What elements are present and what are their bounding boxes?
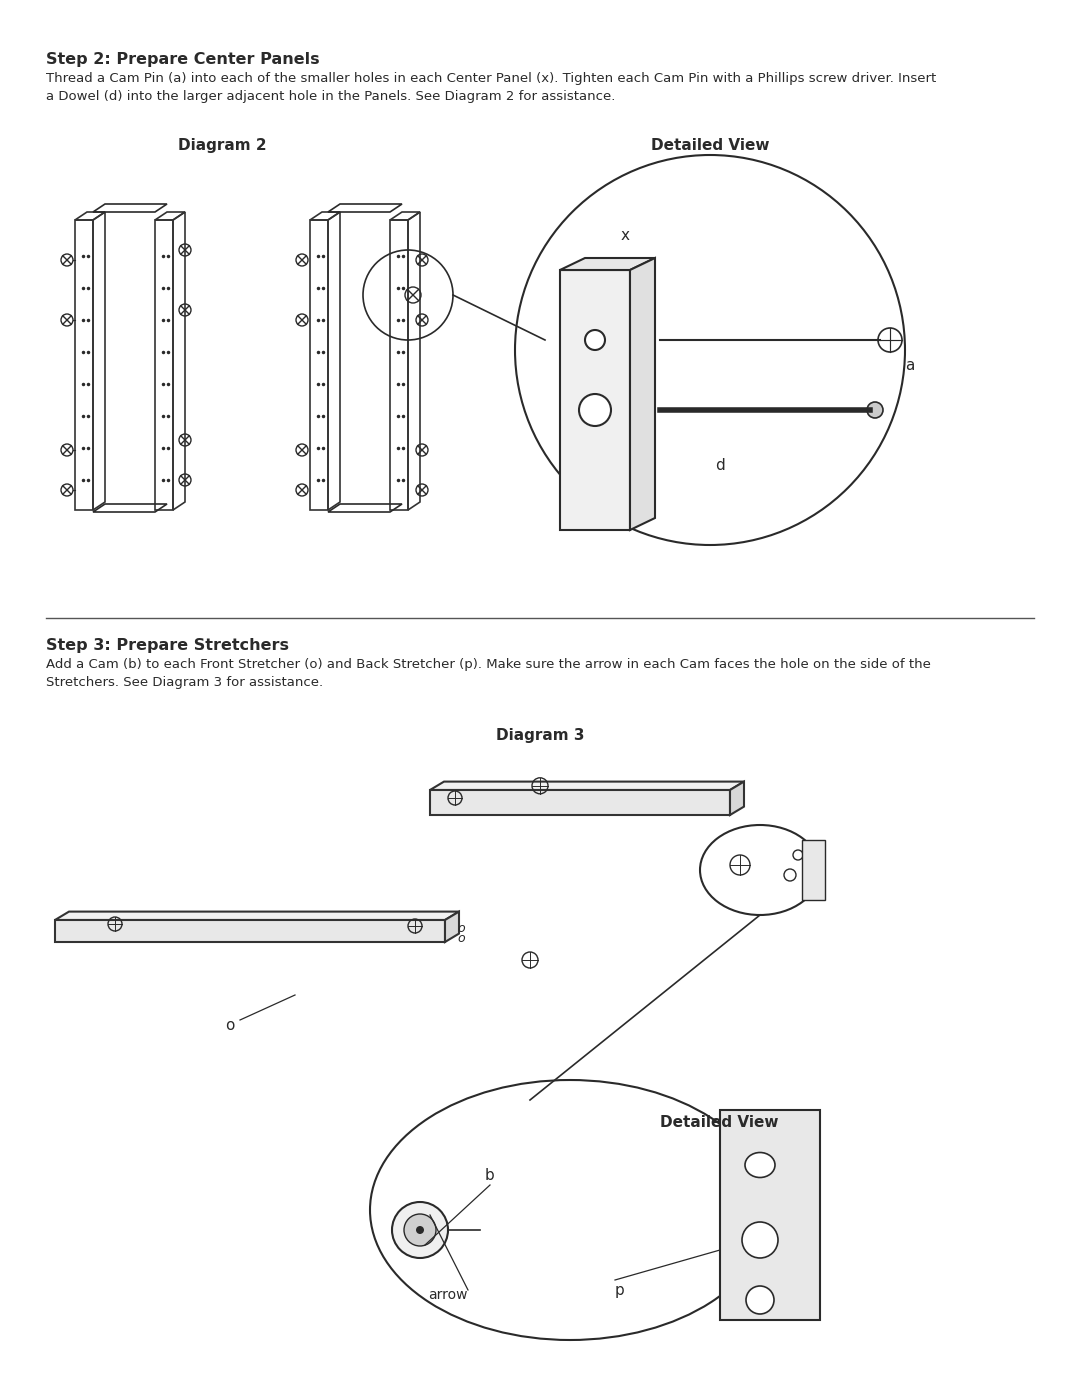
Text: Diagram 3: Diagram 3 xyxy=(496,728,584,743)
Circle shape xyxy=(867,402,883,418)
Polygon shape xyxy=(730,781,744,814)
Text: Add a Cam (b) to each Front Stretcher (o) and Back Stretcher (p). Make sure the : Add a Cam (b) to each Front Stretcher (o… xyxy=(46,658,931,689)
Polygon shape xyxy=(802,840,825,900)
Circle shape xyxy=(585,330,605,351)
Text: Diagram 2: Diagram 2 xyxy=(178,138,267,154)
Circle shape xyxy=(742,1222,778,1259)
Text: p: p xyxy=(616,1282,625,1298)
Circle shape xyxy=(404,1214,436,1246)
Text: Thread a Cam Pin (a) into each of the smaller holes in each Center Panel (x). Ti: Thread a Cam Pin (a) into each of the sm… xyxy=(46,73,936,103)
Text: o: o xyxy=(226,1017,234,1032)
Polygon shape xyxy=(445,912,459,942)
Circle shape xyxy=(392,1201,448,1259)
Polygon shape xyxy=(561,270,630,529)
Text: Step 2: Prepare Center Panels: Step 2: Prepare Center Panels xyxy=(46,52,320,67)
Text: arrow: arrow xyxy=(429,1288,468,1302)
Text: Detailed View: Detailed View xyxy=(651,138,769,154)
Ellipse shape xyxy=(745,1153,775,1178)
Polygon shape xyxy=(630,258,654,529)
Text: a: a xyxy=(905,358,915,373)
Circle shape xyxy=(416,1227,424,1234)
Circle shape xyxy=(784,869,796,882)
Text: x: x xyxy=(621,228,630,243)
Polygon shape xyxy=(55,921,445,942)
Circle shape xyxy=(793,849,804,861)
Polygon shape xyxy=(430,789,730,814)
Circle shape xyxy=(579,394,611,426)
Polygon shape xyxy=(430,781,744,789)
Polygon shape xyxy=(561,258,654,270)
Text: Step 3: Prepare Stretchers: Step 3: Prepare Stretchers xyxy=(46,638,289,652)
Text: d: d xyxy=(715,458,725,474)
Text: o: o xyxy=(457,933,464,946)
Text: o: o xyxy=(457,922,464,935)
Text: b: b xyxy=(485,1168,495,1182)
Polygon shape xyxy=(55,912,459,921)
Circle shape xyxy=(746,1287,774,1315)
Text: Detailed View: Detailed View xyxy=(660,1115,779,1130)
Polygon shape xyxy=(720,1111,820,1320)
